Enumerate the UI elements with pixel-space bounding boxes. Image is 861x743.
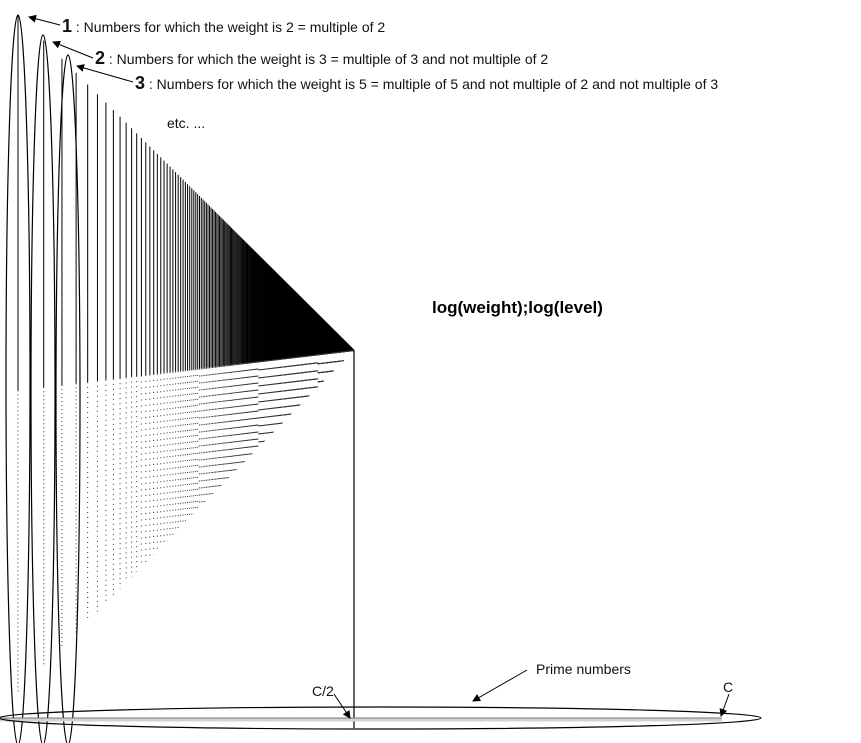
prime-arrow <box>472 669 528 702</box>
half-arrow <box>333 693 351 719</box>
group-2-ellipse <box>30 34 56 743</box>
annotation-3-number: 3 <box>135 73 146 93</box>
axes-label: log(weight);log(level) <box>432 298 603 317</box>
arrow-1 <box>28 14 61 26</box>
annotation-2-number: 2 <box>95 48 106 68</box>
prime-numbers-label: Prime numbers <box>536 661 631 677</box>
group-1-ellipse <box>5 14 31 743</box>
c-arrow <box>719 693 730 717</box>
weight-bars <box>17 15 355 693</box>
c-label: C <box>723 679 734 695</box>
group-3-ellipse <box>55 54 81 743</box>
arrow-2 <box>52 40 94 59</box>
half-c-label: C/2 <box>312 683 334 699</box>
annotation-3-text: : Numbers for which the weight is 5 = mu… <box>148 76 719 92</box>
arrow-3 <box>76 64 134 83</box>
annotation-2: 2 : Numbers for which the weight is 3 = … <box>95 48 548 69</box>
annotation-2-text: : Numbers for which the weight is 3 = mu… <box>108 51 549 67</box>
annotation-1-text: : Numbers for which the weight is 2 = mu… <box>75 19 386 35</box>
annotation-1-number: 1 <box>62 16 73 36</box>
prime-numbers-ellipse <box>0 706 762 730</box>
etc-label: etc. ... <box>167 115 206 131</box>
annotation-1: 1 : Numbers for which the weight is 2 = … <box>62 16 385 37</box>
annotation-3: 3 : Numbers for which the weight is 5 = … <box>135 73 718 94</box>
